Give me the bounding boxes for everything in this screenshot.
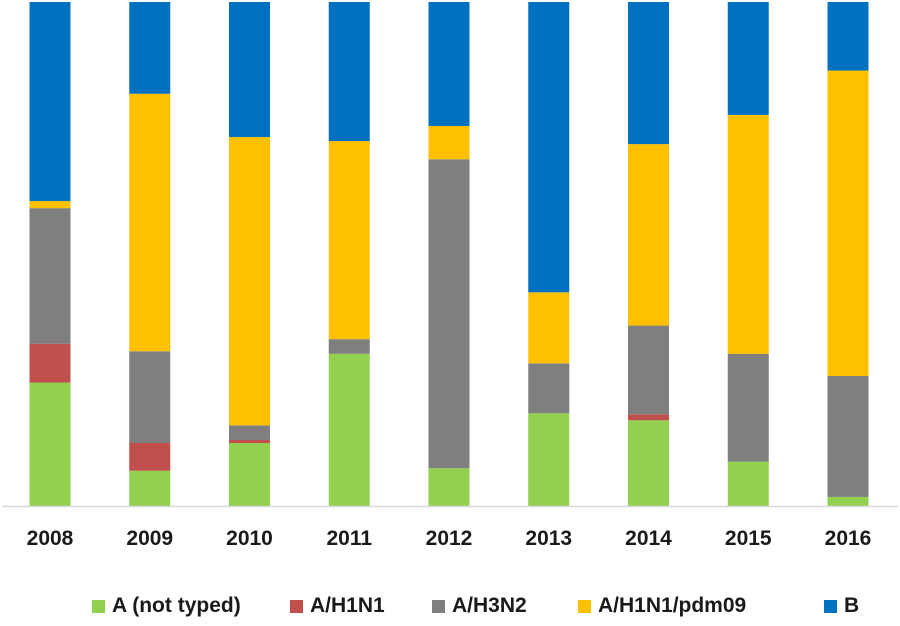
legend-swatch-a-h1n1-pdm09 xyxy=(578,600,591,613)
bar-segment-2011-b xyxy=(328,2,370,142)
legend-swatch-b xyxy=(824,600,837,613)
legend-label-b: B xyxy=(844,594,859,617)
bar-segment-2014-a-h1n1-pdm09 xyxy=(628,144,669,326)
legend-item-a-not-typed: A (not typed) xyxy=(92,594,241,617)
bar-segment-2009-a-h1n1-pdm09 xyxy=(129,93,171,352)
legend-swatch-a-h1n1 xyxy=(290,600,303,613)
bar-segment-2009-a-h3n2 xyxy=(129,351,171,443)
bar-segment-2014-a-h1n1 xyxy=(628,414,669,421)
bar-segment-2016-a-not-typed xyxy=(827,496,869,506)
bar-segment-2008-a-h1n1 xyxy=(29,343,71,383)
legend-item-a-h3n2: A/H3N2 xyxy=(432,594,527,617)
bar-segment-2013-a-not-typed xyxy=(528,413,570,506)
bar-segment-2013-b xyxy=(528,2,570,293)
bar-segment-2013-a-h3n2 xyxy=(528,363,570,414)
legend-label-a-h3n2: A/H3N2 xyxy=(452,594,527,617)
x-tick-labels: 2008 2009 2010 2011 2012 2013 2014 2015 2016 xyxy=(27,527,872,550)
bar-segment-2012-a-not-typed xyxy=(428,468,470,506)
legend-item-b: B xyxy=(824,594,859,617)
bar-segment-2012-b xyxy=(428,2,470,126)
bar-segment-2016-b xyxy=(827,2,869,71)
bars-group xyxy=(29,2,869,506)
legend-label-a-h1n1: A/H1N1 xyxy=(310,594,385,617)
bar-segment-2010-b xyxy=(229,2,270,138)
bar-segment-2012-a-h3n2 xyxy=(428,159,470,469)
bar-segment-2008-a-not-typed xyxy=(29,382,71,506)
legend-label-a-not-typed: A (not typed) xyxy=(112,594,241,617)
bar-segment-2016-a-h3n2 xyxy=(827,375,869,497)
bar-segment-2010-a-not-typed xyxy=(229,443,270,506)
legend-swatch-a-h3n2 xyxy=(432,600,445,613)
bar-segment-2008-a-h3n2 xyxy=(29,208,71,344)
bar-segment-2009-a-not-typed xyxy=(129,470,171,506)
bar-segment-2012-a-h1n1-pdm09 xyxy=(428,125,470,160)
x-tick-label: 2014 xyxy=(625,527,672,550)
legend: A (not typed) A/H1N1 A/H3N2 A/H1N1/pdm09 B xyxy=(92,594,859,617)
bar-segment-2010-a-h1n1-pdm09 xyxy=(229,137,270,426)
bar-segment-2014-a-not-typed xyxy=(628,420,669,506)
bar-segment-2016-a-h1n1-pdm09 xyxy=(827,70,869,376)
bar-segment-2013-a-h1n1-pdm09 xyxy=(528,292,570,364)
bar-segment-2015-a-h1n1-pdm09 xyxy=(727,114,769,354)
bar-segment-2008-b xyxy=(29,2,71,202)
legend-item-a-h1n1-pdm09: A/H1N1/pdm09 xyxy=(578,594,746,617)
bar-segment-2011-a-not-typed xyxy=(328,353,370,506)
x-tick-label: 2009 xyxy=(126,527,173,550)
bar-segment-2014-a-h3n2 xyxy=(628,325,669,415)
bar-segment-2010-a-h1n1 xyxy=(229,439,270,443)
bar-segment-2011-a-h3n2 xyxy=(328,339,370,354)
bar-segment-2011-a-h1n1-pdm09 xyxy=(328,141,370,340)
x-tick-label: 2011 xyxy=(326,527,372,550)
x-tick-label: 2012 xyxy=(426,527,473,550)
bar-segment-2015-b xyxy=(727,2,769,115)
x-tick-label: 2015 xyxy=(725,527,772,550)
x-tick-label: 2013 xyxy=(525,527,572,550)
x-tick-label: 2010 xyxy=(226,527,273,550)
bar-segment-2009-b xyxy=(129,2,171,94)
bar-segment-2014-b xyxy=(628,2,669,145)
bar-segment-2009-a-h1n1 xyxy=(129,443,171,471)
bar-segment-2008-a-h1n1-pdm09 xyxy=(29,201,71,209)
legend-label-a-h1n1-pdm09: A/H1N1/pdm09 xyxy=(598,594,746,617)
legend-swatch-a-not-typed xyxy=(92,600,105,613)
legend-item-a-h1n1: A/H1N1 xyxy=(290,594,385,617)
x-tick-label: 2016 xyxy=(825,527,872,550)
bar-segment-2015-a-not-typed xyxy=(727,461,769,506)
bar-segment-2010-a-h3n2 xyxy=(229,425,270,440)
x-tick-label: 2008 xyxy=(27,527,74,550)
bar-segment-2015-a-h3n2 xyxy=(727,353,769,462)
